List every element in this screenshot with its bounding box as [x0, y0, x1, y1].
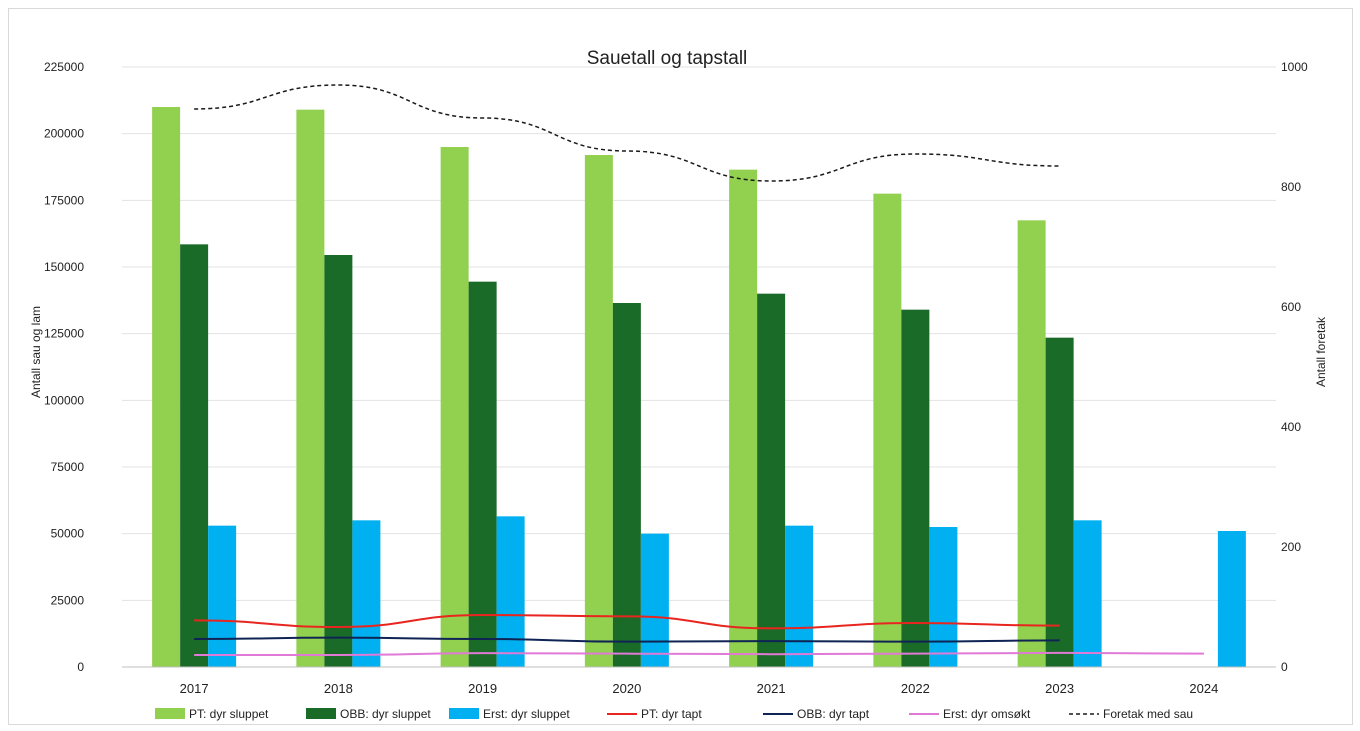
chart-canvas: 0 25000 50000 75000 100000 125000 150000 175000… [29, 48, 1328, 721]
bar [208, 525, 237, 667]
bar [440, 147, 469, 667]
bar [1073, 520, 1102, 667]
y2-tick-label: 800 [1281, 180, 1301, 194]
y-tick-label: 0 [77, 660, 84, 674]
legend-swatch [449, 708, 479, 719]
legend-label: Erst: dyr sluppet [483, 707, 570, 721]
legend-label: PT: dyr sluppet [189, 707, 269, 721]
y2-tick-label: 0 [1281, 660, 1288, 674]
legend-label: PT: dyr tapt [641, 707, 702, 721]
legend-label: Erst: dyr omsøkt [943, 707, 1031, 721]
y-tick-label: 150000 [44, 260, 84, 274]
axes-layer: 0 25000 50000 75000 100000 125000 150000 175000… [44, 60, 1308, 696]
series-line [194, 613, 1060, 630]
bar [612, 303, 641, 667]
bar [757, 293, 786, 667]
x-tick-label: 2023 [1045, 681, 1074, 696]
y-tick-label: 75000 [51, 460, 85, 474]
y-tick-label: 100000 [44, 393, 84, 407]
y-tick-label: 175000 [44, 193, 84, 207]
x-tick-label: 2024 [1189, 681, 1218, 696]
bar [873, 193, 902, 667]
x-tick-label: 2019 [468, 681, 497, 696]
y2-tick-label: 600 [1281, 300, 1301, 314]
bars-layer [152, 107, 1246, 668]
gridlines [122, 66, 1276, 668]
series-line [194, 651, 1204, 657]
y-tick-label: 50000 [51, 527, 85, 541]
legend-label: OBB: dyr tapt [797, 707, 870, 721]
bar [352, 520, 381, 667]
x-tick-label: 2021 [757, 681, 786, 696]
x-tick-label: 2017 [180, 681, 209, 696]
y-axis-label: Antall sau og lam [29, 306, 43, 398]
bar [324, 255, 353, 667]
bar [640, 533, 669, 667]
chart-title: Sauetall og tapstall [587, 48, 748, 69]
legend: PT: dyr sluppet OBB: dyr sluppet Erst: dyr… [155, 707, 1193, 721]
y2-axis-label: Antall foretak [1314, 316, 1328, 387]
y2-tick-label: 1000 [1281, 60, 1308, 74]
x-tick-label: 2018 [324, 681, 353, 696]
series-line [194, 636, 1060, 643]
bar [180, 244, 209, 668]
lines-layer [194, 84, 1204, 657]
bar [468, 281, 497, 667]
y2-tick-label: 200 [1281, 540, 1301, 554]
y-tick-label: 200000 [44, 127, 84, 141]
series-line [194, 84, 1060, 182]
y-tick-label: 225000 [44, 60, 84, 74]
y2-tick-label: 400 [1281, 420, 1301, 434]
bar [1045, 337, 1074, 667]
bar [496, 516, 525, 667]
bar [296, 109, 325, 667]
bar [1217, 531, 1246, 667]
x-tick-label: 2020 [612, 681, 641, 696]
chart-frame: 0 25000 50000 75000 100000 125000 150000 175000… [8, 8, 1353, 725]
legend-swatch [155, 708, 185, 719]
bar [929, 527, 958, 667]
bar [1017, 220, 1046, 668]
x-tick-label: 2022 [901, 681, 930, 696]
bar [152, 107, 181, 667]
bar [785, 525, 814, 667]
legend-label: Foretak med sau [1103, 707, 1193, 721]
y-tick-label: 25000 [51, 593, 85, 607]
legend-label: OBB: dyr sluppet [340, 707, 431, 721]
bar [729, 169, 758, 667]
y-tick-label: 125000 [44, 327, 84, 341]
bar [901, 309, 930, 667]
bar [584, 155, 613, 667]
legend-swatch [306, 708, 336, 719]
